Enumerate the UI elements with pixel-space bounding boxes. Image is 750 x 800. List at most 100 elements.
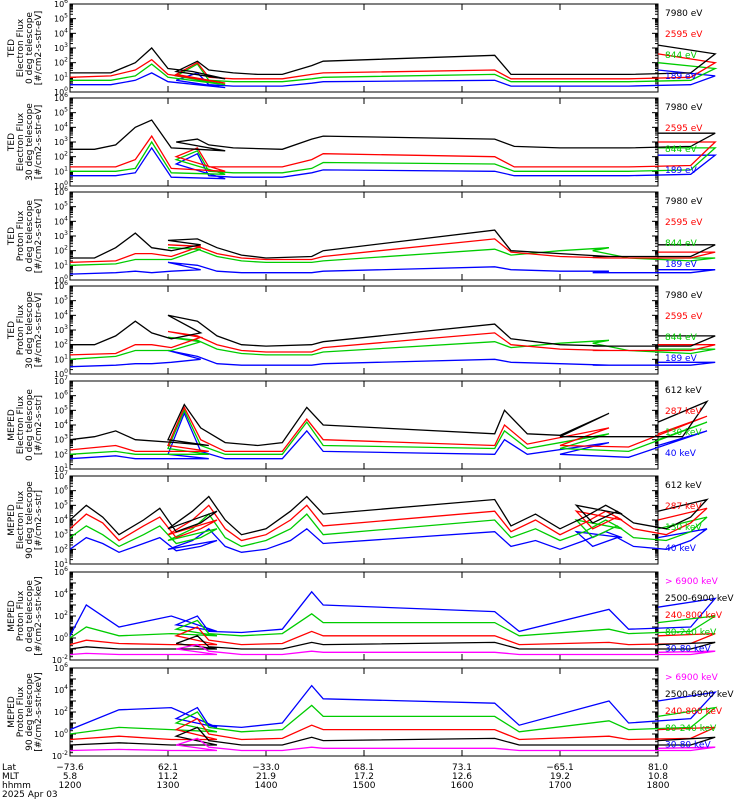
panel-1-ylabel-line: TED [7, 39, 17, 58]
y-tick-label: 101 [54, 353, 68, 364]
y-tick-label: 102 [54, 706, 68, 717]
y-tick-label: 104 [54, 121, 68, 132]
y-tick-label: 106 [54, 566, 68, 577]
x-axis-row-label: Lat [2, 763, 17, 773]
legend-entry: 287 keV [665, 502, 702, 512]
panel-8-series-80-240-kev [69, 704, 718, 735]
x-tick-lat: 68.1 [354, 763, 374, 773]
y-tick-label: 107 [54, 375, 68, 386]
panel-5-series-130-kev [69, 408, 708, 455]
x-tick-mlt: 12.6 [452, 772, 472, 782]
legend-entry: 130 keV [665, 428, 702, 438]
legend-entry: 844 eV [665, 239, 698, 249]
panel-7-series-240-800-kev [69, 626, 716, 646]
y-tick-label: 102 [54, 448, 68, 459]
panel-8-ylabel-line: [#/cm2-s-str-keV] [34, 672, 44, 751]
panel-7-series-30-80-kev [69, 590, 717, 637]
panel-3-ylabel-line: Proton Flux [16, 210, 26, 261]
y-tick-label: 101 [54, 71, 68, 82]
panel-7-ylabel-line: Proton Flux [16, 590, 26, 641]
panel-2-series-189-ev [70, 146, 718, 180]
legend-entry: 2500-6900 keV [665, 690, 734, 700]
y-tick-label: 106 [54, 92, 68, 103]
panel-1-series-844-ev [70, 62, 718, 86]
y-tick-label: 105 [54, 499, 68, 510]
y-tick-label: 105 [54, 295, 68, 306]
y-tick-label: 100 [54, 180, 68, 191]
x-tick-hhmm: 1700 [549, 781, 572, 791]
panel-8-series-30-80-kev [69, 684, 717, 731]
y-tick-label: 104 [54, 215, 68, 226]
panel-7-series-2500-6900-kev [69, 635, 716, 650]
x-tick-hhmm: 1600 [451, 781, 474, 791]
y-tick-label: 100 [54, 86, 68, 97]
panel-6-ylabel-line: [#/cm2-s-str] [34, 490, 44, 550]
legend-entry: 130 keV [665, 523, 702, 533]
panel-8-series-240-800-kev [69, 717, 716, 741]
legend-entry: 7980 eV [665, 197, 703, 207]
legend-entry: 2595 eV [665, 312, 703, 322]
panel-4-series-844-ev [69, 336, 716, 360]
panel-6-series-287-kev [69, 504, 708, 542]
legend-entry: 80-240 keV [665, 628, 717, 638]
y-tick-label: 102 [54, 245, 68, 256]
legend-entry: 189 eV [665, 260, 698, 270]
panel-8-series-2500-6900-kev [69, 726, 716, 746]
panel-4-ylabel-line: [#/cm2-s-str-eV] [34, 293, 44, 368]
y-tick-label: 103 [54, 230, 68, 241]
panel-5-series-612-kev [69, 400, 709, 447]
y-tick-label: 101 [54, 259, 68, 270]
x-tick-lat: 73.1 [452, 763, 472, 773]
y-tick-label: 107 [54, 470, 68, 481]
x-tick-hhmm: 1400 [255, 781, 278, 791]
legend-entry: 30-80 keV [665, 645, 711, 655]
y-tick-label: 106 [54, 662, 68, 673]
legend-entry: 7980 eV [665, 9, 703, 19]
panel-5-ylabel-line: MEPED [7, 409, 17, 441]
date-label: 2025 Apr 03 [2, 790, 58, 800]
legend-entry: 844 eV [665, 51, 698, 61]
panel-8-series--6900-kev [69, 737, 716, 752]
panel-2-ylabel-line: TED [7, 133, 17, 152]
legend-entry: 240-800 keV [665, 611, 723, 621]
legend-entry: 7980 eV [665, 103, 703, 113]
x-tick-hhmm: 1800 [647, 781, 670, 791]
y-tick-label: 104 [54, 419, 68, 430]
y-tick-label: 101 [54, 165, 68, 176]
legend-entry: 80-240 keV [665, 724, 717, 734]
legend-entry: 612 keV [665, 481, 702, 491]
y-tick-label: 101 [54, 558, 68, 569]
y-tick-label: 102 [54, 610, 68, 621]
x-tick-lat: 81.0 [648, 763, 668, 773]
y-tick-label: 105 [54, 201, 68, 212]
y-tick-label: 102 [54, 57, 68, 68]
panel-4-ylabel-line: Proton Flux [16, 304, 26, 355]
x-tick-mlt: 21.9 [256, 772, 276, 782]
legend-entry: 844 eV [665, 145, 698, 155]
y-tick-label: 105 [54, 13, 68, 24]
x-tick-mlt: 10.8 [648, 772, 668, 782]
y-tick-label: 102 [54, 151, 68, 162]
panel-6-series-130-kev [69, 513, 708, 548]
legend-entry: > 6900 keV [665, 673, 719, 683]
panel-3-series-844-ev [69, 247, 716, 266]
panel-2-series-7980-ev [70, 119, 716, 152]
legend-entry: 287 keV [665, 407, 702, 417]
panel-5-series-40-kev [69, 411, 708, 460]
x-tick-lat: 62.1 [158, 763, 178, 773]
panel-5-series-287-kev [69, 405, 708, 453]
legend-entry: 240-800 keV [665, 707, 723, 717]
y-tick-label: 106 [54, 280, 68, 291]
panel-5-ylabel-line: Electron Flux [16, 395, 26, 454]
y-tick-label: 100 [54, 728, 68, 739]
legend-entry: 7980 eV [665, 291, 703, 301]
y-tick-label: 103 [54, 136, 68, 147]
panel-5-frame [69, 380, 659, 470]
y-tick-label: 100 [54, 274, 68, 285]
legend-entry: > 6900 keV [665, 577, 719, 587]
y-tick-label: 105 [54, 404, 68, 415]
y-tick-label: 104 [54, 309, 68, 320]
panel-4-ylabel-line: 30 deg telescope [25, 291, 35, 369]
panel-8-ylabel-line: 90 deg telescope [25, 673, 35, 751]
y-tick-label: 105 [54, 107, 68, 118]
